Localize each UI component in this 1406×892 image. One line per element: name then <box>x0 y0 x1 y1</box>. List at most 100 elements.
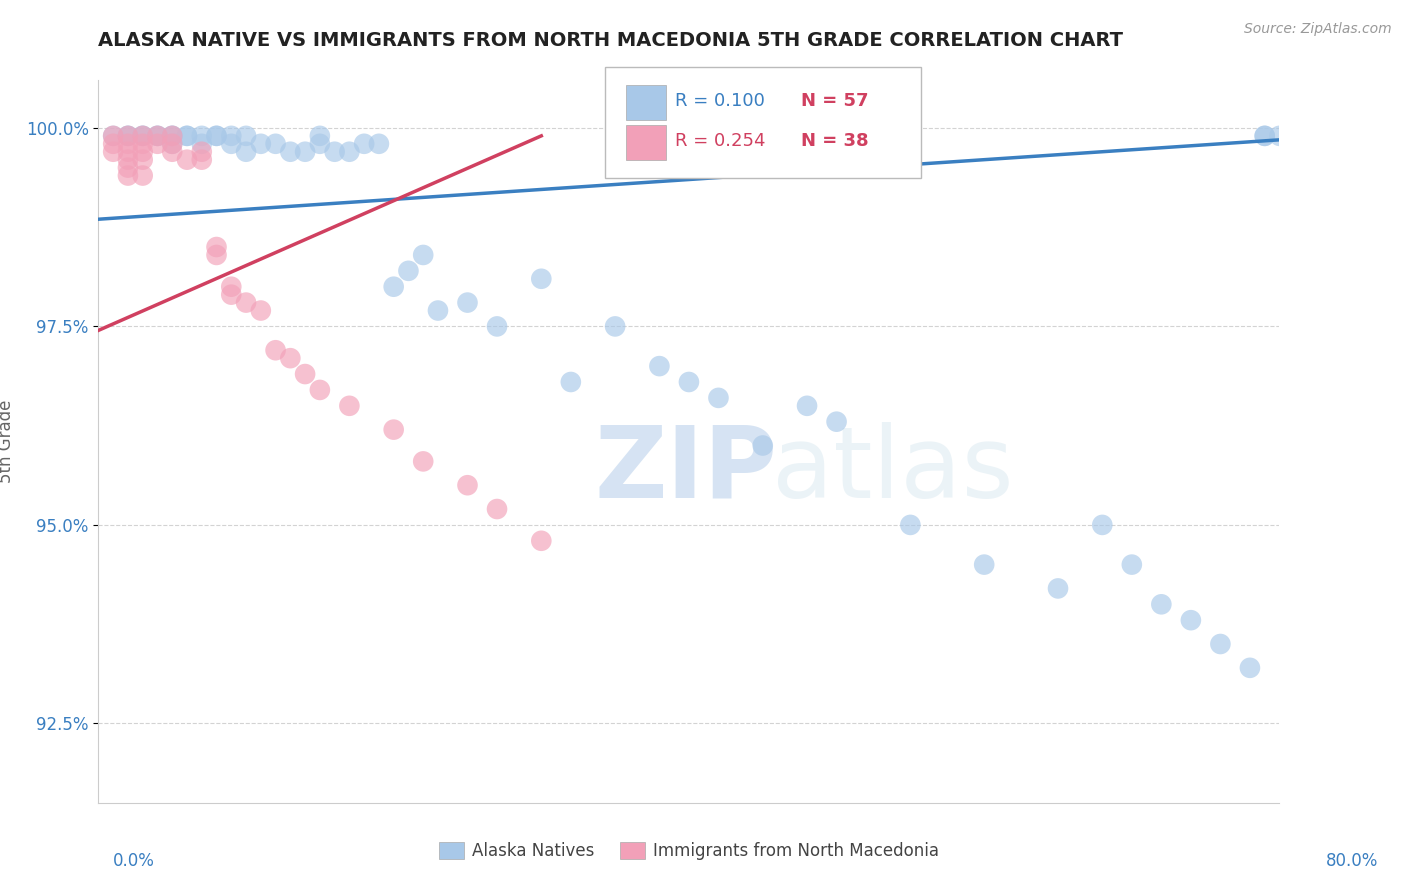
Point <box>191 136 214 151</box>
Point <box>280 351 302 366</box>
Point <box>1209 637 1232 651</box>
Point <box>162 128 183 143</box>
Text: ALASKA NATIVE VS IMMIGRANTS FROM NORTH MACEDONIA 5TH GRADE CORRELATION CHART: ALASKA NATIVE VS IMMIGRANTS FROM NORTH M… <box>98 31 1123 50</box>
Point <box>176 153 198 167</box>
Point <box>117 128 139 143</box>
Point <box>205 240 228 254</box>
Point <box>103 136 125 151</box>
Point <box>132 153 155 167</box>
Point <box>146 136 169 151</box>
Point <box>1254 128 1277 143</box>
Point <box>264 343 287 358</box>
Point <box>457 478 479 492</box>
Point <box>412 248 434 262</box>
Point <box>117 161 139 175</box>
Point <box>205 128 228 143</box>
Point <box>294 367 316 381</box>
Point <box>280 145 302 159</box>
Text: 80.0%: 80.0% <box>1326 852 1378 870</box>
Text: Source: ZipAtlas.com: Source: ZipAtlas.com <box>1244 22 1392 37</box>
Point <box>221 279 243 293</box>
Point <box>457 295 479 310</box>
Point <box>221 287 243 301</box>
Point <box>339 399 361 413</box>
Point <box>117 145 139 159</box>
Point <box>146 128 169 143</box>
Point <box>1180 613 1202 627</box>
Point <box>117 128 139 143</box>
Point <box>752 438 775 452</box>
Y-axis label: 5th Grade: 5th Grade <box>0 400 14 483</box>
Point <box>176 128 198 143</box>
Point <box>146 128 169 143</box>
Point <box>132 128 155 143</box>
Point <box>323 145 346 159</box>
Point <box>162 128 183 143</box>
Point <box>221 136 243 151</box>
Point <box>1268 128 1291 143</box>
Point <box>117 136 139 151</box>
Point <box>250 136 273 151</box>
Text: 0.0%: 0.0% <box>112 852 155 870</box>
Point <box>353 136 375 151</box>
Point <box>678 375 700 389</box>
Point <box>382 423 405 437</box>
Point <box>132 128 155 143</box>
Point <box>191 128 214 143</box>
Point <box>250 303 273 318</box>
Point <box>1254 128 1277 143</box>
Point <box>530 272 553 286</box>
Point <box>648 359 671 373</box>
Point <box>103 145 125 159</box>
Point <box>1091 517 1114 532</box>
Point <box>162 128 183 143</box>
Point <box>103 128 125 143</box>
Point <box>530 533 553 548</box>
Point <box>103 128 125 143</box>
Text: R = 0.100: R = 0.100 <box>675 92 765 110</box>
Point <box>1046 582 1070 596</box>
Point <box>398 264 420 278</box>
Point <box>973 558 995 572</box>
Point <box>825 415 848 429</box>
Point <box>162 136 183 151</box>
Point <box>205 128 228 143</box>
Point <box>221 128 243 143</box>
Point <box>1150 597 1173 611</box>
Point <box>162 136 183 151</box>
Point <box>412 454 434 468</box>
Point <box>368 136 391 151</box>
Text: N = 57: N = 57 <box>801 92 869 110</box>
Point <box>235 145 257 159</box>
Text: ZIP: ZIP <box>595 422 778 519</box>
Point <box>191 145 214 159</box>
Point <box>132 136 155 151</box>
Text: atlas: atlas <box>772 422 1014 519</box>
Point <box>132 128 155 143</box>
Text: R = 0.254: R = 0.254 <box>675 132 765 150</box>
Legend: Alaska Natives, Immigrants from North Macedonia: Alaska Natives, Immigrants from North Ma… <box>432 835 946 867</box>
Point <box>486 319 509 334</box>
Point <box>162 145 183 159</box>
Point <box>1121 558 1143 572</box>
Point <box>146 128 169 143</box>
Point <box>339 145 361 159</box>
Point <box>235 128 257 143</box>
Point <box>132 145 155 159</box>
Point <box>427 303 450 318</box>
Point <box>176 128 198 143</box>
Point <box>796 399 818 413</box>
Point <box>486 502 509 516</box>
Point <box>117 153 139 167</box>
Point <box>560 375 582 389</box>
Point <box>309 383 332 397</box>
Point <box>309 128 332 143</box>
Point <box>132 169 155 183</box>
Point <box>1239 661 1261 675</box>
Text: N = 38: N = 38 <box>801 132 869 150</box>
Point <box>235 295 257 310</box>
Point <box>382 279 405 293</box>
Point <box>117 169 139 183</box>
Point <box>264 136 287 151</box>
Point <box>900 517 922 532</box>
